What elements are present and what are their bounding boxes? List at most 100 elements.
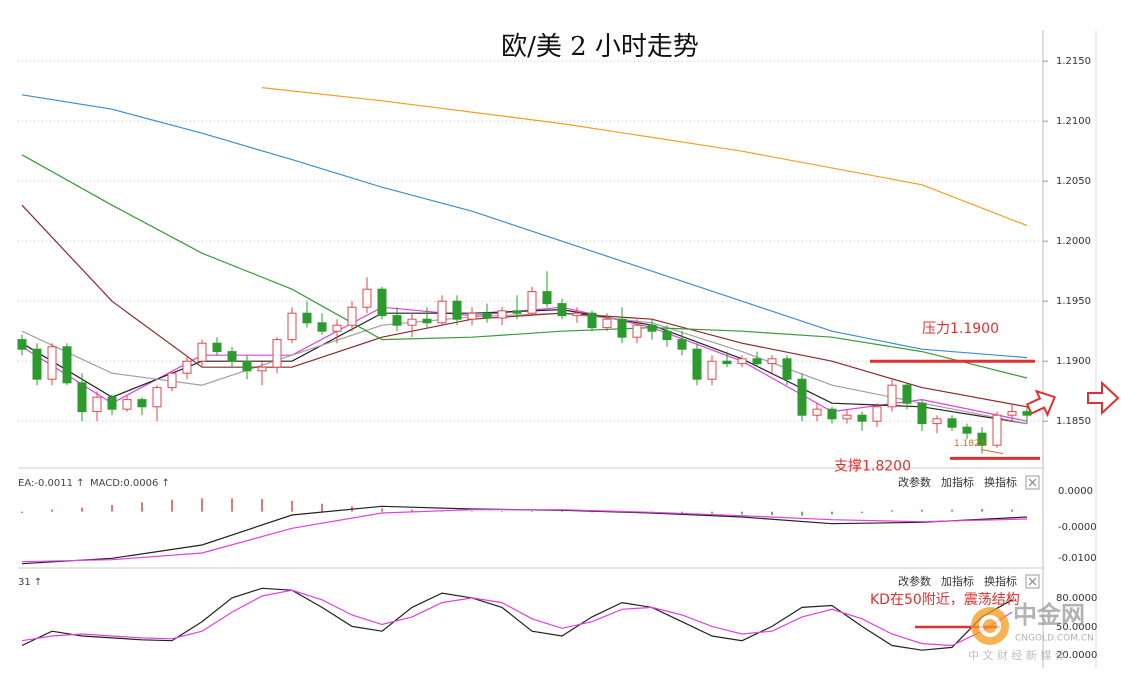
candle-body: [497, 310, 507, 319]
candle-body: [317, 322, 327, 332]
candle-body: [482, 312, 492, 319]
indicator-line: [21, 94, 1028, 359]
candle-body: [602, 318, 612, 329]
candle-body: [407, 318, 417, 326]
indicator-line: [21, 509, 1028, 563]
indicator-line: [21, 154, 1028, 379]
toolbar-button[interactable]: 加指标: [941, 574, 974, 588]
y-tick-label: 20.0000: [1056, 650, 1097, 661]
resistance-label: 压力1.1900: [922, 321, 999, 337]
y-tick-label: 1.2150: [1056, 56, 1091, 67]
close-icon: [1028, 577, 1037, 586]
candle-body: [92, 396, 102, 413]
y-tick-label: 1.1850: [1056, 416, 1091, 427]
candle-body: [122, 399, 132, 410]
candle-body: [1022, 411, 1032, 416]
candle-body: [737, 358, 747, 365]
watermark-logo-icon: [971, 607, 1009, 645]
toolbar-button[interactable]: 换指标: [984, 475, 1017, 489]
candle-body: [392, 315, 402, 326]
candle-body: [962, 426, 972, 434]
candle-body: [137, 399, 147, 408]
candle-body: [932, 418, 942, 425]
candle-body: [752, 358, 762, 365]
candle-body: [527, 291, 537, 314]
chart-title: 欧/美 2 小时走势: [501, 32, 699, 62]
panel-header: 31 ↑: [18, 577, 42, 588]
right-arrow-icon: [1087, 380, 1120, 416]
candle-body: [332, 324, 342, 332]
candle-body: [107, 396, 117, 410]
indicator-line: [21, 589, 1013, 647]
candle-body: [257, 366, 267, 372]
candle-body: [707, 360, 717, 380]
y-tick-label: -0.0000: [1058, 522, 1097, 533]
candle-body: [152, 387, 162, 408]
toolbar-button[interactable]: 加指标: [941, 475, 974, 489]
candle-body: [167, 372, 177, 389]
candle-body: [227, 351, 237, 362]
support-label: 支撑1.8200: [834, 458, 911, 474]
candle-body: [32, 348, 42, 380]
y-tick-label: 1.2000: [1056, 236, 1091, 247]
candle-body: [62, 346, 72, 384]
candle-body: [197, 342, 207, 362]
y-tick-label: 50.0000: [1056, 622, 1097, 633]
candle-body: [542, 291, 552, 305]
watermark-logo-icon: [979, 615, 1001, 637]
candle-body: [17, 339, 27, 350]
candle-body: [572, 312, 582, 317]
low-arrow: [981, 449, 1004, 455]
candle-body: [872, 406, 882, 422]
candle-body: [377, 288, 387, 317]
candle-body: [347, 306, 357, 326]
indicator-line: [261, 87, 1028, 227]
candle-body: [212, 342, 222, 353]
candle-body: [632, 324, 642, 338]
candle-body: [557, 303, 567, 317]
candle-body: [722, 360, 732, 365]
indicator-line: [21, 587, 1013, 651]
candle-body: [182, 360, 192, 374]
candle-body: [287, 312, 297, 341]
candle-body: [77, 382, 87, 413]
candle-body: [617, 318, 627, 338]
candle-body: [587, 312, 597, 329]
candle-body: [992, 414, 1002, 446]
close-icon: [1028, 478, 1037, 487]
candle-body: [917, 402, 927, 425]
candle-body: [692, 348, 702, 380]
low-label: 1.1823: [954, 439, 986, 449]
toolbar-button[interactable]: 改参数: [898, 475, 931, 489]
y-tick-label: 1.2050: [1056, 176, 1091, 187]
candle-body: [362, 288, 372, 308]
candle-body: [902, 384, 912, 404]
candle-body: [662, 330, 672, 341]
watermark-slogan: 中 文 财 经 新 媒 体: [968, 648, 1066, 662]
candle-body: [47, 346, 57, 380]
watermark-site: CNGOLD.COM.CN: [1015, 634, 1094, 644]
candle-body: [887, 384, 897, 408]
kd-annotation: KD在50附近，震荡结构: [870, 592, 1020, 608]
candle-body: [422, 318, 432, 324]
candle-body: [302, 312, 312, 324]
candle-body: [467, 312, 477, 320]
candle-body: [512, 310, 522, 314]
candle-body: [452, 300, 462, 320]
candle-body: [782, 358, 792, 380]
panel-header: MACD:0.0006 ↑: [90, 478, 170, 489]
y-tick-label: 1.1900: [1056, 356, 1091, 367]
toolbar-button[interactable]: 改参数: [898, 574, 931, 588]
candle-body: [797, 378, 807, 416]
candle-body: [647, 324, 657, 332]
candle-body: [842, 414, 852, 420]
y-tick-label: 1.2100: [1056, 116, 1091, 127]
candle-body: [677, 339, 687, 350]
candle-body: [857, 414, 867, 422]
y-tick-label: 1.1950: [1056, 296, 1091, 307]
toolbar-button[interactable]: 换指标: [984, 574, 1017, 588]
panel-header: EA:-0.0011 ↑: [18, 478, 85, 489]
candle-body: [767, 358, 777, 365]
